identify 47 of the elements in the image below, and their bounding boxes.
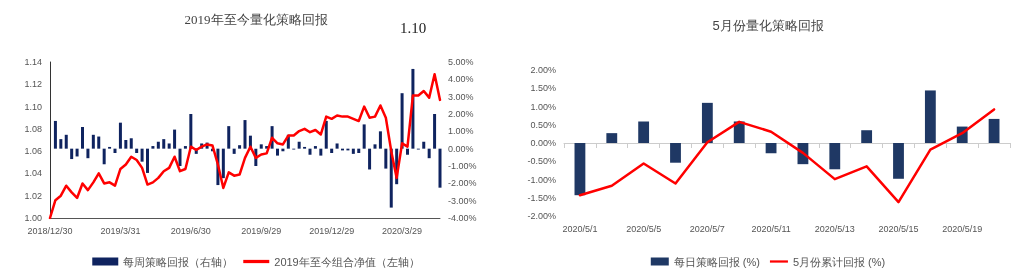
- y2-tick-label: 5.00%: [448, 57, 474, 67]
- x-tick-label: 2020/5/11: [751, 223, 791, 234]
- y-tick-label: 1.06: [24, 146, 42, 157]
- y2-tick-label: -4.00%: [448, 213, 477, 223]
- chart-title: 5月份量化策略回报: [712, 18, 824, 33]
- x-tick-label: 2019/6/30: [170, 225, 211, 236]
- y2-tick-label: 2.00%: [448, 109, 474, 119]
- x-tick-label: 2020/5/1: [562, 223, 598, 234]
- y-tick-label: -1.50%: [527, 192, 556, 203]
- x-tick-label: 2020/5/13: [814, 223, 855, 234]
- x-tick-label: 2019/9/29: [241, 225, 282, 236]
- y2-tick-label: -2.00%: [448, 178, 477, 189]
- y-tick-label: 1.12: [24, 79, 42, 90]
- y-tick-label: -1.00%: [527, 174, 556, 185]
- y-tick-label: 1.00: [24, 213, 42, 223]
- legend-label: 每周策略回报（右轴）: [123, 255, 234, 268]
- x-tick-label: 2020/5/19: [942, 223, 983, 234]
- y-tick-label: -2.00%: [527, 211, 556, 221]
- legend-label: 每日策略回报 (%): [673, 255, 760, 268]
- y-tick-label: 2.00%: [530, 65, 556, 75]
- y2-tick-label: 1.00%: [448, 126, 474, 137]
- x-tick-label: 2020/3/29: [382, 225, 423, 236]
- y2-tick-label: -1.00%: [448, 161, 477, 171]
- y-tick-label: -0.50%: [527, 156, 556, 167]
- y-tick-label: 0.50%: [530, 119, 556, 130]
- y-tick-label: 1.02: [24, 190, 42, 201]
- y-tick-label: 1.00%: [530, 101, 556, 112]
- x-tick-label: 2020/5/5: [626, 223, 662, 234]
- y-tick-label: 1.50%: [530, 83, 556, 94]
- y2-tick-label: -3.00%: [448, 195, 477, 206]
- text: 1.10: [400, 19, 427, 36]
- y-tick-label: 1.14: [24, 57, 42, 67]
- y2-tick-label: 4.00%: [448, 74, 474, 85]
- y2-tick-label: 3.00%: [448, 91, 474, 102]
- chart-title: 2019年至今量化策略回报: [184, 12, 328, 27]
- x-tick-label: 2019/3/31: [100, 225, 141, 236]
- x-tick-label: 2020/5/7: [689, 223, 725, 234]
- y-tick-label: 1.04: [24, 168, 42, 179]
- y2-tick-label: 0.00%: [448, 143, 474, 154]
- y-tick-label: 0.00%: [530, 138, 556, 148]
- x-tick-label: 2019/12/29: [309, 225, 355, 236]
- y-tick-label: 1.08: [24, 123, 42, 134]
- y-tick-label: 1.10: [24, 101, 42, 112]
- x-tick-label: 2020/5/15: [878, 223, 919, 234]
- x-tick-label: 2018/12/30: [27, 225, 73, 236]
- legend-label: 2019年至今组合净值（左轴）: [274, 255, 420, 268]
- legend-label: 5月份累计回报 (%): [792, 255, 886, 268]
